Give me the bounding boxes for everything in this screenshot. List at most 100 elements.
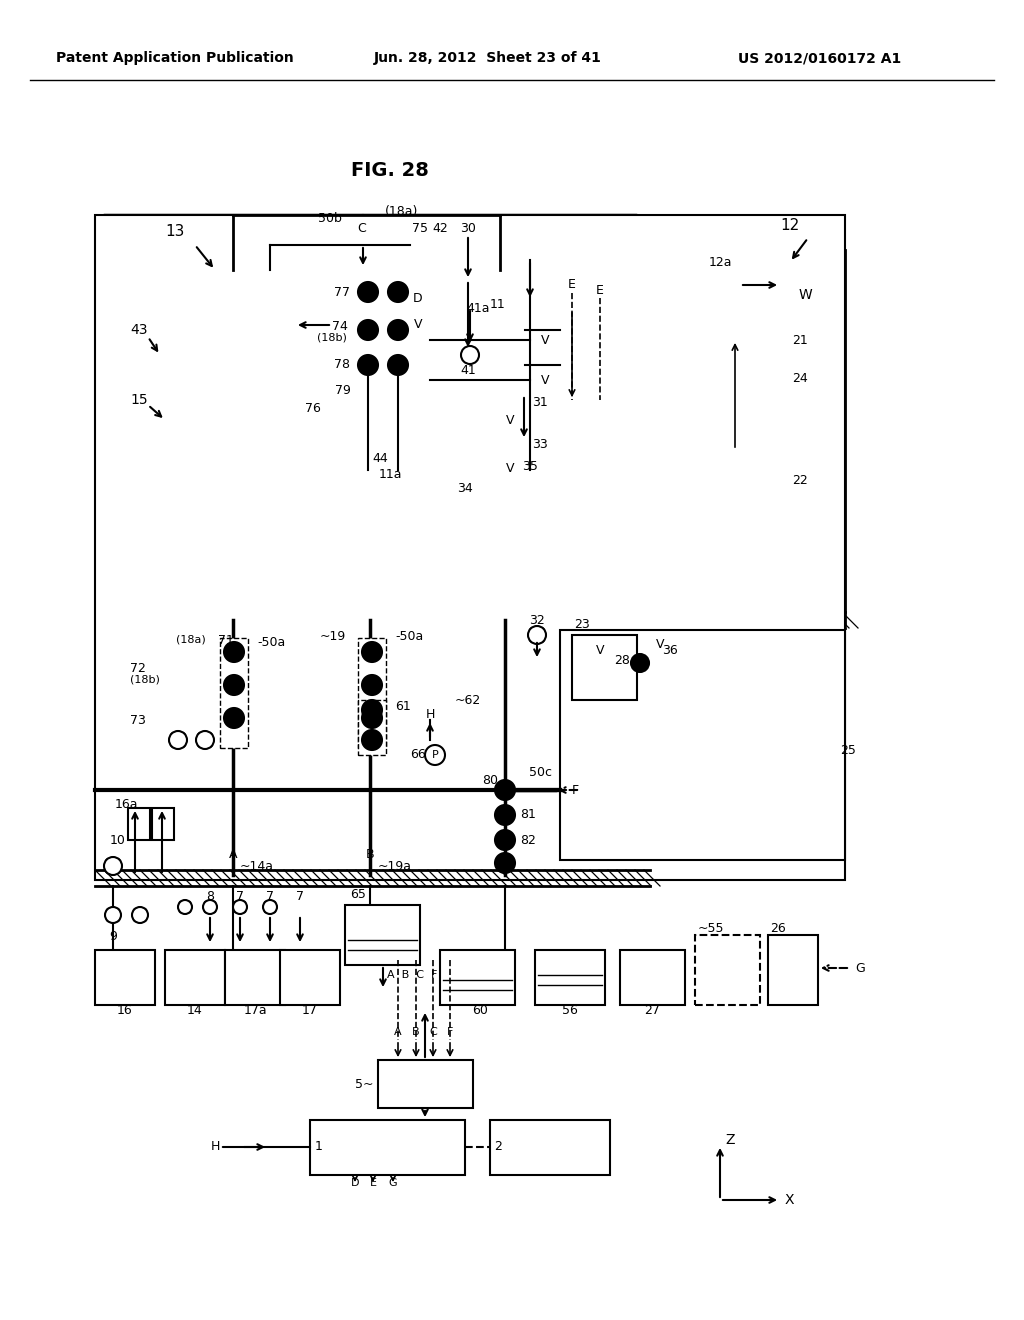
Circle shape: [461, 346, 479, 364]
Text: 13: 13: [165, 224, 184, 239]
Text: 72: 72: [130, 661, 145, 675]
Text: 73: 73: [130, 714, 145, 726]
Text: 50c: 50c: [528, 767, 552, 780]
Text: H: H: [425, 709, 434, 722]
Text: 12: 12: [780, 218, 800, 232]
Text: C: C: [357, 222, 367, 235]
Text: 81: 81: [520, 808, 536, 821]
Text: E: E: [596, 284, 604, 297]
Bar: [738, 268, 750, 276]
Text: 36: 36: [663, 644, 678, 656]
Text: 82: 82: [520, 833, 536, 846]
Circle shape: [388, 282, 408, 302]
Text: 17a: 17a: [243, 1003, 267, 1016]
Text: 28: 28: [614, 653, 630, 667]
Text: 21: 21: [793, 334, 808, 346]
Bar: [160, 315, 500, 430]
Text: 43: 43: [130, 323, 147, 337]
Bar: [758, 338, 776, 418]
Text: 32: 32: [529, 614, 545, 627]
Text: 25: 25: [840, 743, 856, 756]
Text: 16a: 16a: [115, 799, 138, 812]
Bar: [358, 700, 386, 755]
Text: 44: 44: [372, 451, 388, 465]
Text: (18b): (18b): [130, 675, 160, 685]
Text: Patent Application Publication: Patent Application Publication: [56, 51, 294, 65]
Text: -50a: -50a: [395, 631, 423, 644]
Text: V: V: [541, 374, 549, 387]
Text: 8: 8: [206, 891, 214, 903]
Circle shape: [362, 730, 382, 750]
Text: ~55: ~55: [698, 921, 725, 935]
Bar: [768, 935, 818, 1005]
Text: V: V: [414, 318, 422, 331]
Bar: [358, 638, 386, 748]
Circle shape: [233, 900, 247, 913]
Text: 60: 60: [472, 1003, 488, 1016]
Text: 11: 11: [490, 298, 506, 312]
Text: V: V: [541, 334, 549, 346]
Circle shape: [169, 731, 187, 748]
Bar: [572, 635, 637, 700]
Text: 41a: 41a: [466, 301, 489, 314]
Text: 12a: 12a: [709, 256, 732, 268]
Text: 7: 7: [266, 891, 274, 903]
Text: A: A: [228, 849, 238, 862]
Text: 76: 76: [305, 401, 321, 414]
Bar: [152, 808, 174, 840]
Text: 22: 22: [793, 474, 808, 487]
Bar: [165, 950, 225, 1005]
Bar: [150, 271, 510, 430]
Text: X: X: [785, 1193, 795, 1206]
Text: 61: 61: [395, 700, 411, 713]
Text: F: F: [571, 784, 579, 796]
Text: 30: 30: [460, 222, 476, 235]
Text: 7: 7: [236, 891, 244, 903]
Text: 77: 77: [334, 285, 350, 298]
Text: V: V: [506, 413, 514, 426]
Text: 33: 33: [532, 438, 548, 451]
Text: B: B: [413, 1027, 420, 1038]
Text: E: E: [370, 1177, 377, 1188]
Circle shape: [358, 319, 378, 341]
Bar: [378, 1060, 473, 1107]
Text: 79: 79: [335, 384, 351, 396]
Text: C: C: [429, 1027, 437, 1038]
Text: E: E: [568, 277, 575, 290]
Circle shape: [224, 708, 244, 729]
Bar: [355, 318, 385, 342]
Text: 15: 15: [130, 393, 147, 407]
Text: (18a): (18a): [385, 206, 419, 219]
Text: P: P: [432, 750, 438, 760]
Text: ~19: ~19: [319, 631, 346, 644]
Text: 74: 74: [332, 319, 348, 333]
Circle shape: [388, 355, 408, 375]
Text: ~14a: ~14a: [240, 861, 274, 874]
Text: 1: 1: [315, 1140, 323, 1154]
Bar: [695, 319, 745, 430]
Circle shape: [528, 626, 546, 644]
Text: 7: 7: [296, 891, 304, 903]
Bar: [353, 381, 395, 399]
Text: A  B  C  F: A B C F: [387, 970, 437, 979]
Circle shape: [495, 780, 515, 800]
Bar: [490, 1119, 610, 1175]
Text: Jun. 28, 2012  Sheet 23 of 41: Jun. 28, 2012 Sheet 23 of 41: [374, 51, 602, 65]
Bar: [630, 249, 845, 624]
Text: D: D: [351, 1177, 359, 1188]
Bar: [105, 215, 635, 620]
Text: 56: 56: [562, 1003, 578, 1016]
Text: 75: 75: [412, 222, 428, 235]
Circle shape: [224, 675, 244, 696]
Text: G: G: [855, 961, 864, 974]
Text: 9: 9: [110, 931, 117, 944]
Bar: [620, 950, 685, 1005]
Bar: [430, 290, 525, 480]
Text: 5~: 5~: [354, 1077, 373, 1090]
Text: 71: 71: [218, 634, 233, 647]
Circle shape: [104, 857, 122, 875]
Text: 35: 35: [522, 459, 538, 473]
Text: D: D: [414, 292, 423, 305]
Circle shape: [358, 355, 378, 375]
Text: US 2012/0160172 A1: US 2012/0160172 A1: [738, 51, 901, 65]
